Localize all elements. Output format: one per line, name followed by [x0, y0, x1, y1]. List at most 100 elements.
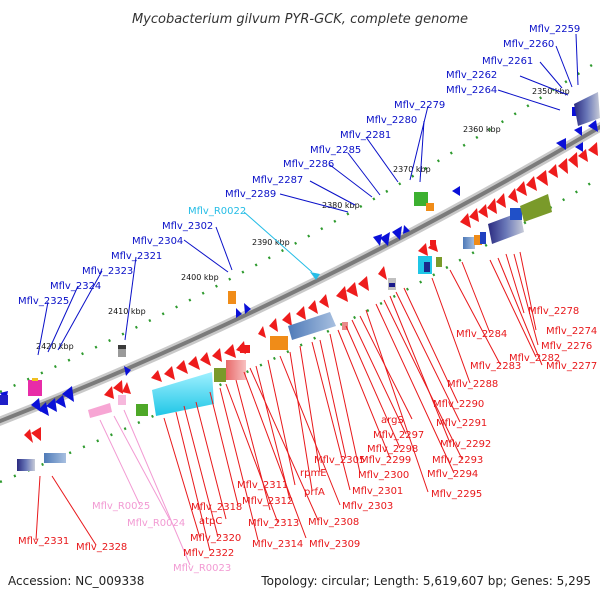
leader-line [163, 417, 201, 539]
feature-block [574, 92, 600, 126]
leader-line [249, 367, 319, 521]
gene-label[interactable]: Mflv_2286 [283, 159, 334, 170]
gene-label[interactable]: Mflv_2300 [358, 470, 409, 481]
forward-rna [310, 272, 320, 280]
gene-label[interactable]: Mflv_2291 [436, 418, 487, 429]
gene-label[interactable]: Mflv_2314 [252, 539, 303, 550]
gene-label[interactable]: Mflv_2304 [132, 236, 183, 247]
gene-label[interactable]: Mflv_2331 [18, 536, 69, 547]
map-title: Mycobacterium gilvum PYR-GCK, complete g… [132, 12, 468, 27]
tick-labels: 2350 kbp 2360 kbp 2370 kbp 2380 kbp 2390… [36, 87, 570, 351]
gene-label[interactable]: Mflv_2299 [360, 455, 411, 466]
rna-label[interactable]: Mflv_R0024 [127, 518, 185, 529]
gene-label[interactable]: Mflv_2287 [252, 175, 303, 186]
gene-label[interactable]: Mflv_2261 [482, 56, 533, 67]
leader-line [225, 383, 279, 524]
tick-label: 2390 kbp [252, 238, 290, 247]
leader-line [409, 105, 429, 181]
gene-label[interactable]: Mflv_2303 [342, 501, 393, 512]
feature-block [474, 235, 482, 245]
gene-label[interactable]: Mflv_2323 [82, 266, 133, 277]
gene-label[interactable]: Mflv_2280 [366, 115, 417, 126]
gene-label[interactable]: Mflv_2312 [242, 496, 293, 507]
gene-label[interactable]: Mflv_2318 [191, 502, 242, 513]
forward-gene [236, 308, 242, 318]
gene-label[interactable]: Mflv_2328 [76, 542, 127, 553]
gene-label[interactable]: Mflv_2325 [18, 296, 69, 307]
leader-line [419, 120, 425, 183]
leader-line [329, 164, 373, 198]
gene-label[interactable]: Mflv_2279 [394, 100, 445, 111]
gene-label[interactable]: Mflv_2281 [340, 130, 391, 141]
rna-label[interactable]: Mflv_R0022 [188, 206, 246, 217]
gene-label[interactable]: Mflv_2309 [309, 539, 360, 550]
gene-label[interactable]: Mflv_2295 [431, 489, 482, 500]
gene-label[interactable]: Mflv_2274 [546, 326, 597, 337]
rna-label[interactable]: Mflv_R0025 [92, 501, 150, 512]
reverse-gene [282, 312, 292, 326]
gene-label[interactable]: Mflv_2285 [310, 145, 361, 156]
leader-line [209, 391, 239, 506]
gene-label[interactable]: Mflv_2282 [509, 353, 560, 364]
forward-gene [62, 386, 74, 402]
gene-label[interactable]: Mflv_2294 [427, 469, 478, 480]
gene-label[interactable]: argS [381, 415, 404, 426]
gene-label[interactable]: Mflv_2320 [190, 533, 241, 544]
reverse-gene [508, 188, 518, 203]
forward-gene [588, 120, 598, 132]
rna-label[interactable]: Mflv_R0023 [173, 563, 231, 574]
gene-label[interactable]: Mflv_2298 [367, 444, 418, 455]
gene-label[interactable]: Mflv_2301 [352, 486, 403, 497]
gene-label[interactable]: Mflv_2289 [225, 189, 276, 200]
leader-line [99, 419, 141, 506]
gene-label[interactable]: Mflv_2259 [529, 24, 580, 35]
reverse-gene [122, 382, 131, 394]
gene-label[interactable]: Mflv_2292 [440, 439, 491, 450]
gene-label[interactable]: rpmE [300, 468, 327, 479]
gene-label[interactable]: Mflv_2288 [447, 379, 498, 390]
gene-label[interactable]: Mflv_2260 [503, 39, 554, 50]
gene-label[interactable]: prfA [304, 487, 325, 498]
leader-line [279, 355, 341, 506]
feature-block [480, 232, 486, 244]
leader-line [123, 409, 191, 566]
accession-label: Accession: NC_009338 [8, 574, 144, 588]
leader-line [513, 253, 539, 346]
gene-label[interactable]: Mflv_2290 [433, 399, 484, 410]
gene-label[interactable]: Mflv_2278 [528, 306, 579, 317]
gene-label[interactable]: Mflv_2302 [162, 221, 213, 232]
leader-line [337, 329, 391, 459]
gene-label[interactable]: Mflv_2277 [546, 361, 597, 372]
gene-label[interactable]: atpC [199, 516, 222, 527]
gene-label[interactable]: Mflv_2308 [308, 517, 359, 528]
gene-label[interactable]: Mflv_2283 [470, 361, 521, 372]
reverse-gene [478, 204, 488, 218]
gene-label[interactable]: Mflv_2293 [432, 455, 483, 466]
leader-line [449, 269, 501, 365]
gene-label[interactable]: Mflv_2324 [50, 281, 101, 292]
gene-label[interactable]: Mflv_2262 [446, 70, 497, 81]
reverse-gene [548, 164, 558, 178]
reverse-gene [536, 170, 548, 186]
forward-gene [124, 366, 131, 376]
gene-label[interactable]: Mflv_2297 [373, 430, 424, 441]
gene-label[interactable]: Mflv_2322 [183, 548, 234, 559]
gene-label[interactable]: Mflv_2313 [248, 518, 299, 529]
gene-label[interactable]: Mflv_2305 [314, 455, 365, 466]
forward-gene [452, 186, 460, 196]
gene-label[interactable]: Mflv_2311 [237, 480, 288, 491]
leader-line [375, 303, 455, 474]
reverse-gene [308, 300, 318, 314]
forward-gene [55, 395, 66, 408]
gene-label[interactable]: Mflv_2321 [111, 251, 162, 262]
gene-label[interactable]: Mflv_2284 [456, 329, 507, 340]
reverse-gene [151, 370, 162, 382]
feature-block [520, 194, 552, 222]
gene-label[interactable]: Mflv_2276 [541, 341, 592, 352]
reverse-gene [336, 286, 348, 302]
leader-line [235, 379, 271, 511]
reverse-gene [113, 380, 123, 394]
feature-block [32, 378, 38, 381]
gene-label[interactable]: Mflv_2264 [446, 85, 497, 96]
leader-line [51, 475, 97, 546]
